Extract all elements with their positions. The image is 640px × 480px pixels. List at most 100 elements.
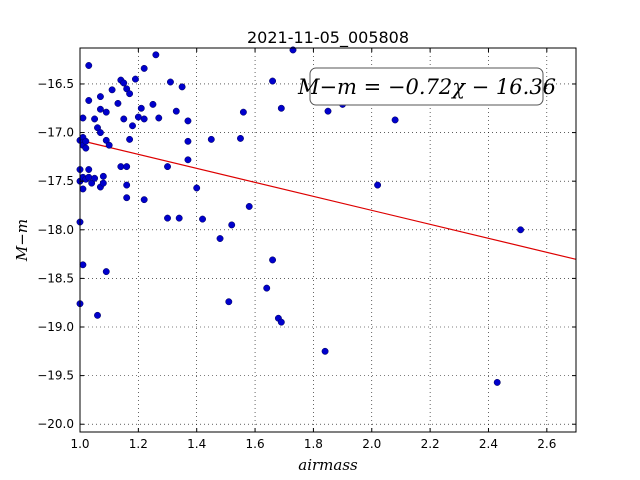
data-point — [237, 134, 244, 142]
data-point — [96, 105, 104, 113]
data-point — [91, 174, 99, 182]
x-tick-label: 2.0 — [362, 437, 381, 451]
data-point — [178, 83, 186, 91]
data-point — [123, 181, 131, 189]
data-point — [79, 185, 87, 193]
y-tick-label: −19.0 — [37, 320, 74, 334]
data-point — [155, 114, 163, 122]
y-tick-label: −19.5 — [37, 369, 74, 383]
data-point — [108, 86, 116, 94]
x-tick-labels: 1.0 1.2 1.4 1.6 1.8 2.0 2.2 2.4 2.6 — [70, 437, 556, 451]
data-point — [216, 235, 224, 242]
fit-annotation-text: M−m = −0.72χ − 16.36 — [297, 75, 556, 99]
x-axis-label: airmass — [298, 456, 358, 474]
data-point — [324, 107, 332, 115]
grid-lines — [79, 48, 576, 432]
x-tick-label: 1.0 — [70, 437, 89, 451]
data-point — [123, 163, 131, 171]
y-tick-label: −18.5 — [37, 271, 74, 285]
data-point — [114, 99, 122, 107]
data-point — [374, 181, 382, 189]
data-point — [99, 172, 107, 180]
data-point — [184, 117, 192, 125]
data-point — [131, 75, 139, 83]
data-point — [140, 196, 148, 204]
data-point — [85, 173, 93, 181]
x-tick-label: 1.8 — [304, 437, 323, 451]
data-point — [129, 122, 136, 130]
y-axis-label: M−m — [13, 219, 31, 262]
data-point — [517, 226, 525, 234]
fit-annotation: M−m = −0.72χ − 16.36 — [297, 67, 556, 106]
data-point — [164, 163, 171, 171]
data-point — [137, 104, 145, 112]
fit-annotation-box — [309, 67, 544, 106]
data-point — [228, 221, 236, 229]
data-point — [82, 137, 90, 145]
data-point — [245, 203, 253, 210]
data-point — [152, 51, 160, 59]
y-tick-label: −18.0 — [37, 223, 74, 237]
data-point — [184, 137, 192, 145]
data-point — [79, 261, 87, 269]
x-tick-label: 1.4 — [187, 437, 206, 451]
data-point — [85, 166, 93, 173]
data-point — [164, 214, 171, 222]
y-tick-label: −16.5 — [37, 77, 74, 91]
data-point — [391, 116, 399, 124]
data-point — [105, 141, 113, 149]
data-point — [277, 104, 285, 112]
y-tick-labels: −16.5 −17.0 −17.5 −18.0 −18.5 −19.0 −19.5 −20.0 — [37, 77, 74, 431]
y-tick-label: −20.0 — [37, 417, 74, 431]
data-point — [269, 256, 277, 264]
chart-title: 2021-11-05_005808 — [247, 28, 409, 48]
data-point — [94, 311, 101, 319]
data-point — [126, 135, 134, 143]
data-point — [207, 135, 215, 143]
data-point — [263, 284, 271, 292]
data-point — [117, 163, 125, 171]
data-point — [120, 79, 128, 87]
y-tick-label: −17.0 — [37, 126, 74, 140]
data-point — [85, 97, 93, 104]
data-point — [225, 298, 233, 306]
data-point — [126, 90, 134, 98]
axis-ticks — [79, 48, 576, 432]
data-point — [184, 156, 192, 164]
fit-line — [79, 139, 577, 260]
data-point — [96, 93, 104, 101]
data-point — [277, 318, 285, 326]
x-tick-label: 1.2 — [129, 437, 148, 451]
data-point — [239, 108, 247, 116]
data-point — [79, 114, 87, 122]
data-point — [102, 268, 110, 276]
x-tick-label: 2.4 — [479, 437, 498, 451]
data-point — [99, 179, 107, 187]
fit-line-layer — [79, 139, 577, 260]
data-point — [149, 100, 157, 108]
x-tick-label: 1.6 — [246, 437, 265, 451]
y-tick-label: −17.5 — [37, 174, 74, 188]
data-point — [166, 78, 174, 86]
data-point — [269, 77, 277, 85]
data-point — [120, 115, 128, 123]
data-point — [193, 184, 201, 192]
data-point — [96, 129, 104, 137]
x-tick-label: 2.2 — [421, 437, 440, 451]
data-point — [321, 347, 329, 355]
data-point — [199, 215, 206, 223]
x-tick-label: 2.6 — [537, 437, 556, 451]
data-point — [85, 62, 93, 69]
data-point — [82, 144, 90, 152]
data-point — [134, 113, 142, 121]
data-point — [140, 115, 148, 123]
data-point — [140, 64, 148, 72]
plot-frame — [79, 47, 577, 433]
data-point — [172, 107, 180, 115]
data-point — [175, 214, 183, 222]
data-point — [123, 194, 131, 202]
data-point — [91, 115, 99, 123]
data-points — [76, 46, 525, 386]
data-point — [102, 108, 110, 116]
